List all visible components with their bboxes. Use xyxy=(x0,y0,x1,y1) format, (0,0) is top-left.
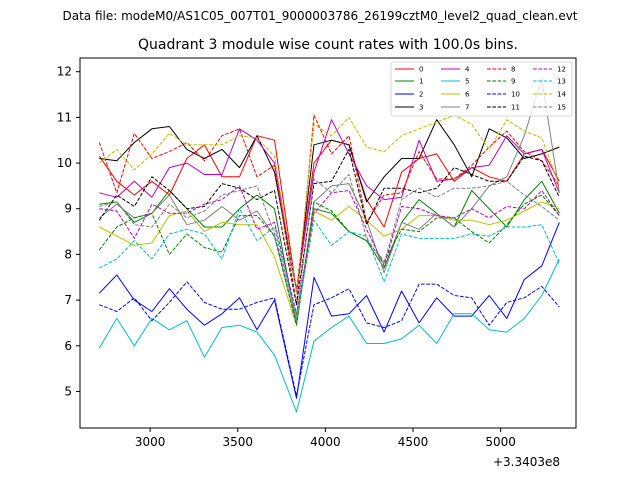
series-line-10 xyxy=(99,281,560,397)
x-tick-label: 3500 xyxy=(222,435,253,449)
series-layer xyxy=(98,78,560,413)
y-tick-label: 11 xyxy=(57,110,72,124)
legend-frame xyxy=(390,61,573,117)
legend-label-2: 2 xyxy=(419,91,423,99)
legend-label-5: 5 xyxy=(465,78,469,86)
series-line-11 xyxy=(98,148,560,306)
x-axis: 3000 3500 4000 4500 5000 xyxy=(135,428,516,449)
y-tick-label: 12 xyxy=(57,65,72,79)
series-line-3 xyxy=(99,119,560,292)
series-line-15 xyxy=(99,174,560,317)
series-line-6 xyxy=(99,201,560,326)
x-tick-label: 4000 xyxy=(310,435,341,449)
series-line-0 xyxy=(98,135,560,292)
x-tick-label: 3000 xyxy=(135,435,166,449)
legend-label-3: 3 xyxy=(419,104,423,112)
series-line-2 xyxy=(98,222,560,399)
y-tick-label: 5 xyxy=(64,384,72,398)
legend-label-10: 10 xyxy=(511,91,520,99)
x-axis-offset-label: +3.3403e8 xyxy=(493,455,560,469)
x-tick-label: 4500 xyxy=(398,435,429,449)
x-tick-label: 5000 xyxy=(485,435,516,449)
plot-area xyxy=(79,57,577,429)
legend-label-8: 8 xyxy=(511,66,515,74)
legend-label-7: 7 xyxy=(465,104,469,112)
series-line-9 xyxy=(98,194,560,326)
chart-title: Quadrant 3 module wise count rates with … xyxy=(138,37,518,53)
series-line-7 xyxy=(98,78,560,324)
series-line-5 xyxy=(98,258,560,413)
legend-label-12: 12 xyxy=(557,66,566,74)
legend-label-9: 9 xyxy=(511,78,515,86)
y-tick-label: 10 xyxy=(57,156,72,170)
legend-label-14: 14 xyxy=(557,91,566,99)
legend-label-15: 15 xyxy=(557,104,566,112)
legend-label-6: 6 xyxy=(465,91,470,99)
y-tick-label: 8 xyxy=(64,247,72,261)
legend-label-13: 13 xyxy=(557,78,566,86)
series-line-8 xyxy=(98,114,560,306)
y-axis: 5 6 7 8 9 10 11 12 xyxy=(57,65,80,398)
axes-frame xyxy=(79,57,577,429)
legend-label-11: 11 xyxy=(511,104,520,112)
y-tick-label: 7 xyxy=(64,293,72,307)
series-line-4 xyxy=(99,119,560,292)
y-tick-label: 9 xyxy=(64,202,72,216)
legend-label-4: 4 xyxy=(465,66,470,74)
legend-label-1: 1 xyxy=(419,78,423,86)
legend-label-0: 0 xyxy=(419,66,423,74)
data-file-label: Data file: modeM0/AS1C05_007T01_90000037… xyxy=(62,9,577,23)
y-tick-label: 6 xyxy=(64,339,72,353)
series-line-14 xyxy=(98,114,560,294)
series-line-13 xyxy=(99,208,560,319)
